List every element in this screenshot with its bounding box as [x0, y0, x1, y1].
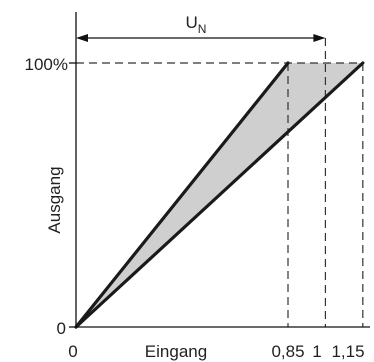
y-tick-label-100: 100%	[25, 55, 68, 74]
span-label-main: U	[186, 13, 198, 32]
span-label-sub: N	[198, 22, 207, 36]
span-arrowhead-right	[313, 34, 326, 42]
span-arrowhead-left	[76, 34, 88, 42]
y-tick-label-0: 0	[57, 319, 66, 338]
dashed-guides-layer	[76, 38, 364, 327]
span-label: UN	[186, 13, 207, 36]
series-line-steep	[74, 61, 290, 329]
span-arrow-layer	[76, 34, 326, 42]
x-axis-label: Eingang	[145, 342, 207, 361]
y-axis-label: Ausgang	[45, 166, 64, 233]
series-layer	[74, 61, 365, 329]
x-tick-label-085: 0,85	[271, 342, 304, 361]
x-tick-label-1: 1	[312, 342, 321, 361]
axes-layer	[69, 12, 370, 328]
x-tick-label-0: 0	[68, 342, 77, 361]
series-line-shallow	[74, 61, 365, 329]
x-tick-label-115: 1,15	[331, 342, 364, 361]
